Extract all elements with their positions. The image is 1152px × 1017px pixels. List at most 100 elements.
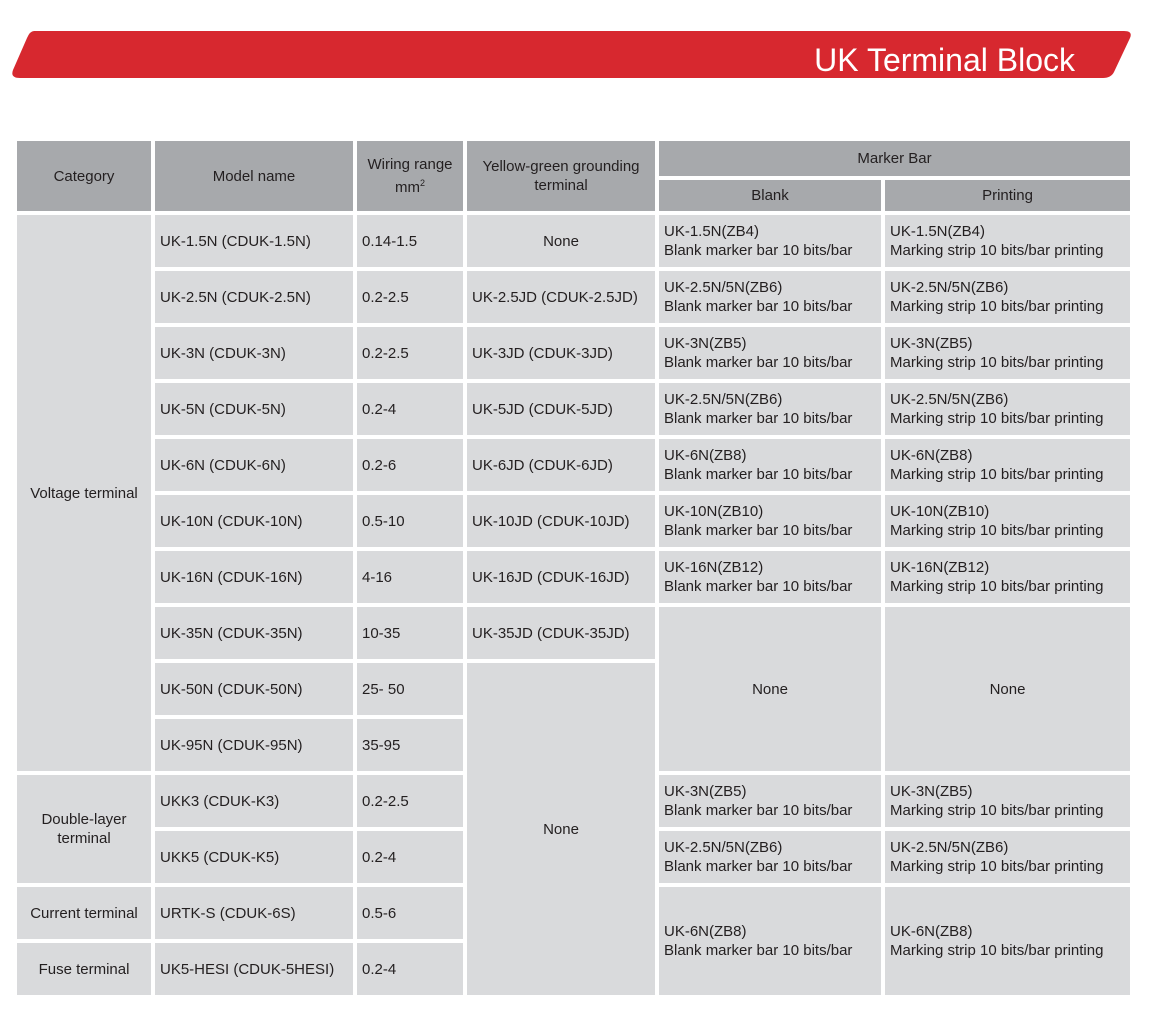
banner: UK Terminal Block bbox=[12, 31, 1131, 78]
model-cell: UK-50N (CDUK-50N) bbox=[155, 663, 353, 715]
cell-line: Blank marker bar 10 bits/bar bbox=[664, 466, 853, 483]
table-row: UK-35N (CDUK-35N) 10-35 UK-35JD (CDUK-35JD… bbox=[17, 607, 1130, 771]
table-row: Current terminal URTK-S (CDUK-6S) 0.5-6 UK-… bbox=[17, 887, 1130, 995]
printing-cell: UK-3N(ZB5) Marking strip 10 bits/bar prin… bbox=[885, 775, 1130, 827]
blank-cell: UK-10N(ZB10) Blank marker bar 10 bits/bar bbox=[659, 495, 881, 547]
cell-line: UK-10N(ZB10) bbox=[664, 503, 764, 520]
header-cell: Yellow-green grounding terminal bbox=[467, 141, 655, 211]
blank-cell: UK-2.5N/5N(ZB6) Blank marker bar 10 bits/… bbox=[659, 831, 881, 883]
cell-line: UK-16N(ZB12) bbox=[890, 559, 990, 576]
grounding-cell: UK-6JD (CDUK-6JD) bbox=[467, 439, 655, 491]
model-cell: UK-1.5N (CDUK-1.5N) bbox=[155, 215, 353, 267]
cell-line: UK-3N(ZB5) bbox=[664, 335, 747, 352]
model-cell: UK-95N (CDUK-95N) bbox=[155, 719, 353, 771]
cell-line: UK-1.5N(ZB4) bbox=[664, 223, 760, 240]
grounding-cell: UK-3JD (CDUK-3JD) bbox=[467, 327, 655, 379]
wiring-cell: 0.14-1.5 bbox=[357, 215, 463, 267]
model-cell: UK-6N (CDUK-6N) bbox=[155, 439, 353, 491]
model-cell: UK5-HESI (CDUK-5HESI) bbox=[155, 943, 353, 995]
grounding-cell: UK-5JD (CDUK-5JD) bbox=[467, 383, 655, 435]
printing-cell: UK-1.5N(ZB4) Marking strip 10 bits/bar pr… bbox=[885, 215, 1130, 267]
header-cell: Printing bbox=[885, 180, 1130, 211]
table-row: Double-layer terminal UKK3 (CDUK-K3) 0.2-2… bbox=[17, 775, 1130, 883]
wiring-cell: 0.2-4 bbox=[357, 943, 463, 995]
wiring-cell: 0.2-4 bbox=[357, 383, 463, 435]
banner-shape bbox=[12, 31, 1131, 78]
table-row: UK-95N (CDUK-95N) 35-95 bbox=[17, 719, 1130, 771]
wiring-cell: 25- 50 bbox=[357, 663, 463, 715]
cell-line: UK-1.5N(ZB4) bbox=[890, 223, 986, 240]
cell-line: Blank marker bar 10 bits/bar bbox=[664, 802, 853, 819]
model-cell: UK-2.5N (CDUK-2.5N) bbox=[155, 271, 353, 323]
printing-cell: UK-2.5N/5N(ZB6) Marking strip 10 bits/bar… bbox=[885, 271, 1130, 323]
blank-cell: UK-6N(ZB8) Blank marker bar 10 bits/bar bbox=[659, 887, 881, 995]
model-cell: UK-16N (CDUK-16N) bbox=[155, 551, 353, 603]
model-cell: URTK-S (CDUK-6S) bbox=[155, 887, 353, 939]
table-row: UK-2.5N (CDUK-2.5N) 0.2-2.5 UK-2.5JD (CDUK… bbox=[17, 271, 1130, 323]
cell-line: Marking strip 10 bits/bar printing bbox=[890, 942, 1104, 959]
table-row: Voltage terminal UK-1.5N (CDUK-1.5N) 0.14-… bbox=[17, 215, 1130, 771]
cell-line: Blank marker bar 10 bits/bar bbox=[664, 858, 853, 875]
table-row: UKK5 (CDUK-K5) 0.2-4 UK-2.5N/5N(ZB6) Blank … bbox=[17, 831, 1130, 883]
cell-line: Marking strip 10 bits/bar printing bbox=[890, 858, 1104, 875]
printing-cell: None bbox=[885, 607, 1130, 771]
cell-line: Blank marker bar 10 bits/bar bbox=[664, 242, 853, 259]
blank-cell: UK-1.5N(ZB4) Blank marker bar 10 bits/bar bbox=[659, 215, 881, 267]
grounding-cell: UK-10JD (CDUK-10JD) bbox=[467, 495, 655, 547]
grounding-cell: None bbox=[467, 663, 655, 995]
cell-line: Blank marker bar 10 bits/bar bbox=[664, 522, 853, 539]
cell-line: Marking strip 10 bits/bar printing bbox=[890, 354, 1104, 371]
blank-cell: UK-3N(ZB5) Blank marker bar 10 bits/bar bbox=[659, 775, 881, 827]
table-row: UK-16N (CDUK-16N) 4-16 UK-16JD (CDUK-16JD)… bbox=[17, 551, 1130, 603]
page-title: UK Terminal Block bbox=[814, 42, 1076, 78]
model-cell: UKK3 (CDUK-K3) bbox=[155, 775, 353, 827]
cell-line: UK-16N(ZB12) bbox=[664, 559, 764, 576]
cell-line: UK-3N(ZB5) bbox=[890, 783, 973, 800]
model-cell: UKK5 (CDUK-K5) bbox=[155, 831, 353, 883]
grounding-cell: UK-35JD (CDUK-35JD) bbox=[467, 607, 655, 659]
grounding-cell: None bbox=[467, 215, 655, 267]
cell-line: None bbox=[989, 680, 1026, 698]
cell-line: UK-3N(ZB5) bbox=[890, 335, 973, 352]
printing-cell: UK-6N(ZB8) Marking strip 10 bits/bar prin… bbox=[885, 887, 1130, 995]
wiring-cell: 4-16 bbox=[357, 551, 463, 603]
table-row: UK-6N (CDUK-6N) 0.2-6 UK-6JD (CDUK-6JD) UK-… bbox=[17, 439, 1130, 491]
blank-cell: UK-2.5N/5N(ZB6) Blank marker bar 10 bits/… bbox=[659, 383, 881, 435]
cell-line: UK-2.5N/5N(ZB6) bbox=[664, 279, 783, 296]
header-cell: Wiring range mm2 bbox=[357, 141, 463, 211]
cell-line: UK-6N(ZB8) bbox=[890, 447, 973, 464]
cell-line: UK-2.5N/5N(ZB6) bbox=[890, 839, 1009, 856]
wiring-cell: 0.2-2.5 bbox=[357, 327, 463, 379]
wiring-cell: 0.2-4 bbox=[357, 831, 463, 883]
printing-cell: UK-2.5N/5N(ZB6) Marking strip 10 bits/bar… bbox=[885, 383, 1130, 435]
table-row: UK-5N (CDUK-5N) 0.2-4 UK-5JD (CDUK-5JD) UK-… bbox=[17, 383, 1130, 435]
cell-line: UK-10N(ZB10) bbox=[890, 503, 990, 520]
cell-line: Blank marker bar 10 bits/bar bbox=[664, 942, 853, 959]
cell-line: Blank marker bar 10 bits/bar bbox=[664, 298, 853, 315]
category-cell: Voltage terminal bbox=[17, 215, 151, 771]
cell-line: Marking strip 10 bits/bar printing bbox=[890, 522, 1104, 539]
grounding-cell: UK-2.5JD (CDUK-2.5JD) bbox=[467, 271, 655, 323]
category-cell: Current terminal bbox=[17, 887, 151, 939]
blank-cell: UK-3N(ZB5) Blank marker bar 10 bits/bar bbox=[659, 327, 881, 379]
model-cell: UK-5N (CDUK-5N) bbox=[155, 383, 353, 435]
cell-line: UK-3N(ZB5) bbox=[664, 783, 747, 800]
header-cell: Model name bbox=[155, 141, 353, 211]
cell-line: Blank marker bar 10 bits/bar bbox=[664, 410, 853, 427]
blank-cell: UK-2.5N/5N(ZB6) Blank marker bar 10 bits/… bbox=[659, 271, 881, 323]
model-cell: UK-10N (CDUK-10N) bbox=[155, 495, 353, 547]
cell-line: UK-2.5N/5N(ZB6) bbox=[664, 391, 783, 408]
cell-line: UK-2.5N/5N(ZB6) bbox=[664, 839, 783, 856]
cell-line: Marking strip 10 bits/bar printing bbox=[890, 466, 1104, 483]
cell-line: UK-6N(ZB8) bbox=[890, 923, 973, 940]
cell-line: Blank marker bar 10 bits/bar bbox=[664, 354, 853, 371]
blank-cell: None bbox=[659, 607, 881, 771]
wiring-cell: 0.2-2.5 bbox=[357, 775, 463, 827]
cell-line: UK-2.5N/5N(ZB6) bbox=[890, 279, 1009, 296]
header-unit: mm bbox=[394, 179, 420, 196]
cell-line: Marking strip 10 bits/bar printing bbox=[890, 802, 1104, 819]
cell-line: UK-2.5N/5N(ZB6) bbox=[890, 391, 1009, 408]
cell-line: Marking strip 10 bits/bar printing bbox=[890, 242, 1104, 259]
